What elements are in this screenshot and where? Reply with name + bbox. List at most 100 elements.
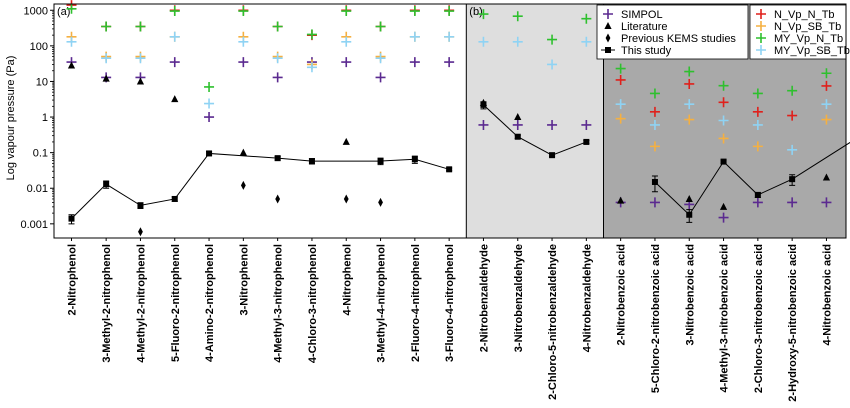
my-vp-sb-tb-point [787,144,798,155]
category-label: 4-Nitrophenol [341,244,353,316]
simpol-point [238,57,249,68]
this-study-point [308,158,315,165]
this-study-point [206,150,213,157]
my-vp-n-tb-point [238,6,249,17]
category-label: 3-Nitrobenzaldehyde [513,244,525,352]
n-vp-n-tb-point [615,74,626,85]
my-vp-n-tb-point [684,66,695,77]
category-label: 3-Nitrobenzoic acid [684,244,696,345]
n-vp-sb-tb-point [752,141,763,152]
literature-point [67,61,76,69]
my-vp-sb-tb-point [409,31,420,42]
my-vp-n-tb-point [272,21,283,32]
series-previous-kems-studies [138,180,383,237]
n-vp-n-tb-point [821,80,832,91]
category-label: 2-Nitrobenzoic acid [616,244,628,345]
category-label: 2-Nitrobenzaldehyde [478,244,490,352]
series-literature [67,61,831,210]
my-vp-n-tb-point [444,6,455,17]
literature-point [719,202,728,210]
category-label: 2-Chloro-5-nitrobenzaldehyde [547,244,559,400]
category-label: 4-Nitrobenzaldehyde [581,244,593,352]
my-vp-n-tb-point [512,11,523,22]
panel-label: (a) [57,6,70,18]
y-tick-label: 0.1 [33,148,48,160]
my-vp-n-tb-point [409,6,420,17]
category-label: 4-Nitrobenzoic acid [821,244,833,345]
literature-point [822,173,831,181]
simpol-point [409,57,420,68]
my-vp-n-tb-point [787,85,798,96]
simpol-point [581,119,592,130]
my-vp-sb-tb-point [649,119,660,130]
previous-kems-studies-point [378,197,383,207]
legend-label: N_Vp_SB_Tb [774,21,841,33]
category-label: 3-Nitrophenol [238,244,250,316]
previous-kems-studies-point [275,194,281,204]
this-study-point [274,155,281,162]
simpol-point [478,119,489,130]
my-vp-n-tb-point [135,21,146,32]
legend-marker [605,33,611,43]
literature-point [514,113,522,121]
legend-label: N_Vp_N_Tb [774,9,835,21]
legend-marker [756,9,766,19]
legend-marker [604,22,612,29]
category-label: 2-Nitrophenol [67,244,79,316]
this-study-line [654,141,850,216]
legend-label: MY_Vp_N_Tb [774,33,843,45]
category-label: 3-Fluoro-4-nitrophenol [444,244,456,362]
this-study-point [549,152,556,159]
n-vp-n-tb-point [684,78,695,89]
this-study-point [789,176,796,183]
y-tick-label: 0.001 [20,219,48,231]
my-vp-n-tb-point [821,68,832,79]
literature-point [617,196,625,204]
my-vp-sb-tb-point [821,99,832,110]
category-label: 2-Chloro-3-nitrobenzoic acid [753,244,765,393]
category-label: 2-Fluoro-4-nitrophenol [410,244,422,362]
legend-marker [756,21,766,31]
y-tick-label: 0.01 [27,183,48,195]
my-vp-n-tb-point [478,9,489,20]
n-vp-n-tb-point [649,106,660,117]
series-my-vp-sb-tb [66,31,832,155]
category-label: 3-Methyl-4-nitrophenol [376,244,388,363]
y-tick-label: 1000 [24,5,48,17]
my-vp-sb-tb-point [375,53,386,64]
category-label: 4-Methyl-2-nitrophenol [135,244,147,363]
my-vp-sb-tb-point [66,36,77,47]
my-vp-n-tb-point [101,21,112,32]
this-study-point [103,181,110,188]
this-study-point [720,158,727,165]
my-vp-sb-tb-point [547,59,558,70]
previous-kems-studies-point [240,180,246,190]
category-label: 4-Amino-2-nitrophenol [204,244,216,362]
my-vp-sb-tb-point [204,98,215,109]
literature-point [342,137,350,145]
my-vp-n-tb-point [615,63,626,74]
plot-frame [53,3,847,239]
my-vp-sb-tb-point [272,53,283,64]
simpol-point [547,119,558,130]
this-study-point [446,166,453,173]
my-vp-sb-tb-point [581,36,592,47]
simpol-point [649,197,660,208]
series-this-study [68,101,850,225]
my-vp-sb-tb-point [478,36,489,47]
category-label: 4-Methyl-3-nitrobenzoic acid [719,244,731,393]
simpol-point [787,197,798,208]
my-vp-n-tb-point [204,81,215,92]
my-vp-n-tb-point [752,88,763,99]
simpol-point [512,119,523,130]
y-axis: 0.001 0.01 0.1 1 10 100 1000 [20,5,54,231]
panel-background [466,4,604,238]
legend-label: SIMPOL [621,9,663,21]
my-vp-n-tb-point [547,34,558,45]
category-label: 4-Methyl-3-nitrophenol [273,244,285,363]
n-vp-sb-tb-point [649,141,660,152]
category-labels: 2-Nitrophenol 3-Methyl-2-nitrophenol 4-Met… [67,238,833,402]
legend-label: This study [621,45,672,57]
series-my-vp-n-tb [66,3,832,99]
